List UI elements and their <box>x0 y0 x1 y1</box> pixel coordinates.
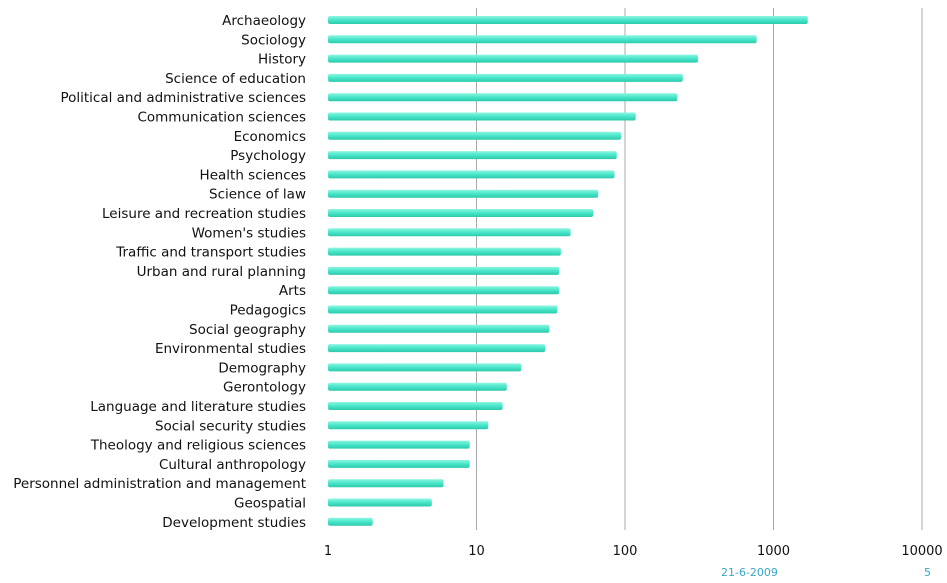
x-tick-label: 1000 <box>757 544 790 559</box>
category-label: Arts <box>279 283 306 299</box>
category-label: Communication sciences <box>137 110 306 126</box>
bar <box>328 286 560 295</box>
category-label: Personnel administration and management <box>13 476 306 492</box>
category-label: Geospatial <box>234 496 306 512</box>
category-label: Gerontology <box>223 380 306 396</box>
category-label: History <box>258 52 306 68</box>
bar <box>328 247 561 256</box>
bar <box>328 498 432 507</box>
bar <box>328 209 594 217</box>
x-tick-label: 100 <box>613 544 638 559</box>
category-label: Theology and religious sciences <box>90 438 306 454</box>
bar <box>328 151 617 160</box>
category-label: Cultural anthropology <box>159 457 306 473</box>
category-label: Women's studies <box>192 225 306 241</box>
x-tick-label: 10 <box>468 544 485 559</box>
x-tick-label: 1 <box>324 544 332 559</box>
bar <box>328 479 444 488</box>
category-label: Science of law <box>209 187 306 203</box>
bar <box>328 421 489 430</box>
category-labels: Archaeology Sociology History Science of ed… <box>13 13 306 531</box>
category-label: Science of education <box>165 71 306 87</box>
category-label: Pedagogics <box>230 303 306 319</box>
bar <box>328 16 808 24</box>
category-label: Social geography <box>189 322 306 338</box>
category-label: Demography <box>218 360 306 376</box>
bar <box>328 363 522 372</box>
footer-date: 21-6-2009 <box>721 566 778 579</box>
category-label: Leisure and recreation studies <box>102 206 306 222</box>
bar <box>328 228 571 237</box>
category-label: Development studies <box>162 515 306 531</box>
bar <box>328 305 558 314</box>
bar <box>328 440 470 449</box>
bar <box>328 324 550 333</box>
category-label: Political and administrative sciences <box>60 90 306 106</box>
bar <box>328 382 507 391</box>
bars <box>328 16 808 526</box>
category-label: Social security studies <box>155 418 306 434</box>
category-label: Economics <box>234 129 306 145</box>
category-label: Health sciences <box>200 167 306 183</box>
bar <box>328 517 373 526</box>
x-axis-tick-labels: 1 10 100 1000 10000 <box>324 544 943 559</box>
footer-page-number: 5 <box>924 566 931 579</box>
bar <box>328 93 678 102</box>
x-tick-label: 10000 <box>901 544 942 559</box>
bar <box>328 189 599 198</box>
bar <box>328 344 546 353</box>
category-label: Psychology <box>230 148 306 164</box>
bar <box>328 54 698 63</box>
category-label: Language and literature studies <box>90 399 306 415</box>
bar <box>328 73 683 82</box>
bar <box>328 170 615 179</box>
category-label: Archaeology <box>222 13 306 29</box>
category-label: Sociology <box>241 32 306 48</box>
category-label: Traffic and transport studies <box>115 245 306 261</box>
bar <box>328 402 503 410</box>
bar <box>328 35 757 44</box>
bar <box>328 112 636 121</box>
category-label: Urban and rural planning <box>137 264 306 280</box>
bar <box>328 266 560 275</box>
bar <box>328 459 470 468</box>
category-label: Environmental studies <box>155 341 306 357</box>
bar <box>328 131 622 140</box>
